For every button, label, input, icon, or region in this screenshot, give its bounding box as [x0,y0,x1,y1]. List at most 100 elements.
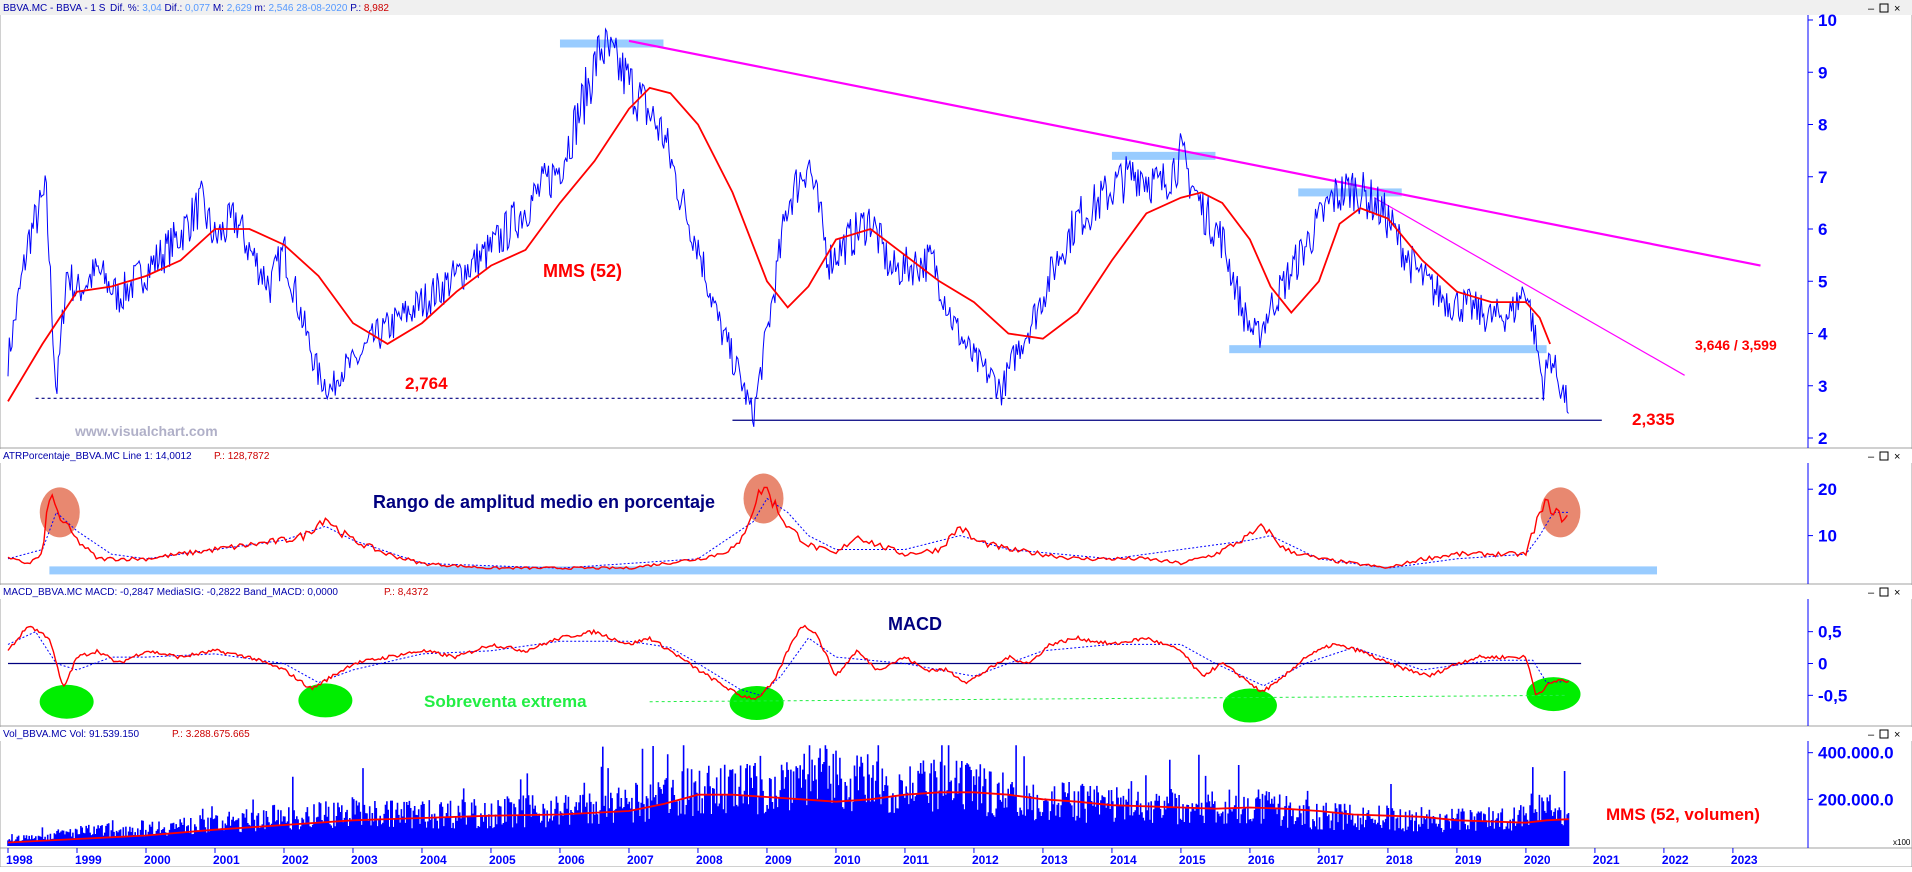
atr-highlight-ellipse [1540,487,1581,538]
window-controls: – × – × – × – × [1868,3,1900,741]
price-y-tick-label: 7 [1818,168,1827,187]
x-tick-label: 2018 [1386,853,1413,867]
x-tick-label: 2016 [1248,853,1275,867]
x-tick-label: 2006 [558,853,585,867]
macd-header-p: P.: 8,4372 [384,587,429,598]
stat-label: m: [252,3,269,14]
atr-highlight-ellipse [743,473,784,524]
price-level-bar [1111,151,1216,160]
stat-value: 2,546 [268,3,293,14]
volume-bars [7,745,1570,846]
price-header: BBVA.MC - BBVA - 1 S Dif. %: 3,04 Dif.: … [0,0,1912,15]
price-level-bar [1229,345,1547,354]
macd-highlight-ellipse [1222,688,1277,723]
close-icon[interactable]: × [1894,451,1900,463]
price-level-bar [559,39,664,48]
x-tick-label: 2015 [1179,853,1206,867]
minimize-icon[interactable]: – [1868,3,1875,15]
minimize-icon[interactable]: – [1868,729,1875,741]
price-window-controls: – × [1868,3,1900,15]
macd-y-tick-label: 0,5 [1818,623,1842,642]
price-y-tick-label: 2 [1818,429,1827,448]
x-tick-label: 2019 [1455,853,1482,867]
stat-label: Dif. %: [110,3,142,14]
price-y-tick-label: 10 [1818,11,1837,30]
volume-scale-badge: x100 [1893,838,1911,847]
minimize-icon[interactable]: – [1868,587,1875,599]
x-tick-label: 2022 [1662,853,1689,867]
macd-highlight-ellipse [39,684,94,719]
x-tick-label: 2021 [1593,853,1620,867]
price-y-tick-label: 5 [1818,272,1827,291]
close-icon[interactable]: × [1894,729,1900,741]
price-y-tick-label: 8 [1818,116,1827,135]
macd-oversold-line [649,694,1568,703]
price-y-tick-label: 4 [1818,325,1828,344]
atr-header-title: ATRPorcentaje_BBVA.MC Line 1: 14,0012 [3,451,192,462]
atr-chart: 10 20 [7,473,1837,575]
volume-y-tick-label: 200.000.0 [1818,790,1894,809]
macd-header-bg [0,585,1912,599]
atr-series [7,486,1568,571]
atr-highlight-ellipse [39,487,80,538]
macd-y-tick-label: -0,5 [1818,686,1847,705]
x-tick-label: 2012 [972,853,999,867]
x-tick-label: 2005 [489,853,516,867]
x-tick-label: 2023 [1731,853,1758,867]
volume-window-controls: – × [1868,729,1900,741]
price-trendline-main [628,39,1761,267]
stat-label: P.: [347,3,364,14]
x-tick-label: 2014 [1110,853,1137,867]
price-header-title: BBVA.MC - BBVA - 1 S [3,3,106,14]
macd-oversold-label: Sobreventa extrema [424,692,587,711]
stat-value: 3,04 [142,3,162,14]
macd-y-tick-label: 0 [1818,655,1827,674]
price-series [7,27,1569,427]
x-tick-label: 1999 [75,853,102,867]
x-tick-label: 1998 [6,853,33,867]
stat-value: 8,982 [364,3,389,14]
atr-header-p: P.: 128,7872 [214,451,270,462]
macd-highlight-ellipse [298,683,353,718]
atr-y-tick-label: 10 [1818,527,1837,546]
x-tick-label: 2017 [1317,853,1344,867]
atr-signal-series [7,497,1569,569]
maximize-icon[interactable] [1879,729,1889,739]
x-tick-label: 2010 [834,853,861,867]
close-icon[interactable]: × [1894,587,1900,599]
price-ma-series [7,86,1551,402]
maximize-icon[interactable] [1879,451,1889,461]
maximize-icon[interactable] [1879,3,1889,13]
atr-window-controls: – × [1868,451,1900,463]
x-tick-label: 2002 [282,853,309,867]
macd-title: MACD [888,614,942,634]
atr-header-bg [0,449,1912,463]
x-tick-label: 2007 [627,853,654,867]
annotation-3646: 3,646 / 3,599 [1695,337,1777,353]
watermark: www.visualchart.com [74,423,218,439]
atr-level-bar [49,566,1658,575]
minimize-icon[interactable]: – [1868,451,1875,463]
stat-value: 28-08-2020 [296,3,348,14]
macd-highlight-ellipse [1526,677,1581,712]
stat-value: 0,077 [185,3,210,14]
volume-ma-label: MMS (52, volumen) [1606,805,1760,824]
close-icon[interactable]: × [1894,3,1900,15]
stat-label: Dif.: [162,3,185,14]
atr-header: ATRPorcentaje_BBVA.MC Line 1: 14,0012 P.… [0,449,1912,463]
atr-y-tick-label: 20 [1818,480,1837,499]
macd-highlight-ellipse [729,685,784,720]
macd-series [7,624,1570,701]
x-tick-label: 2020 [1524,853,1551,867]
annotation-2764: 2,764 [405,374,448,393]
x-tick-label: 2000 [144,853,171,867]
volume-chart: 200.000.0 400.000.0 [7,744,1894,846]
volume-y-tick-label: 400.000.0 [1818,744,1894,763]
macd-panel-frame [0,583,1912,727]
x-tick-label: 2003 [351,853,378,867]
price-y-tick-label: 3 [1818,377,1827,396]
price-y-tick-label: 9 [1818,63,1827,82]
maximize-icon[interactable] [1879,587,1889,597]
volume-header-bg [0,727,1912,741]
